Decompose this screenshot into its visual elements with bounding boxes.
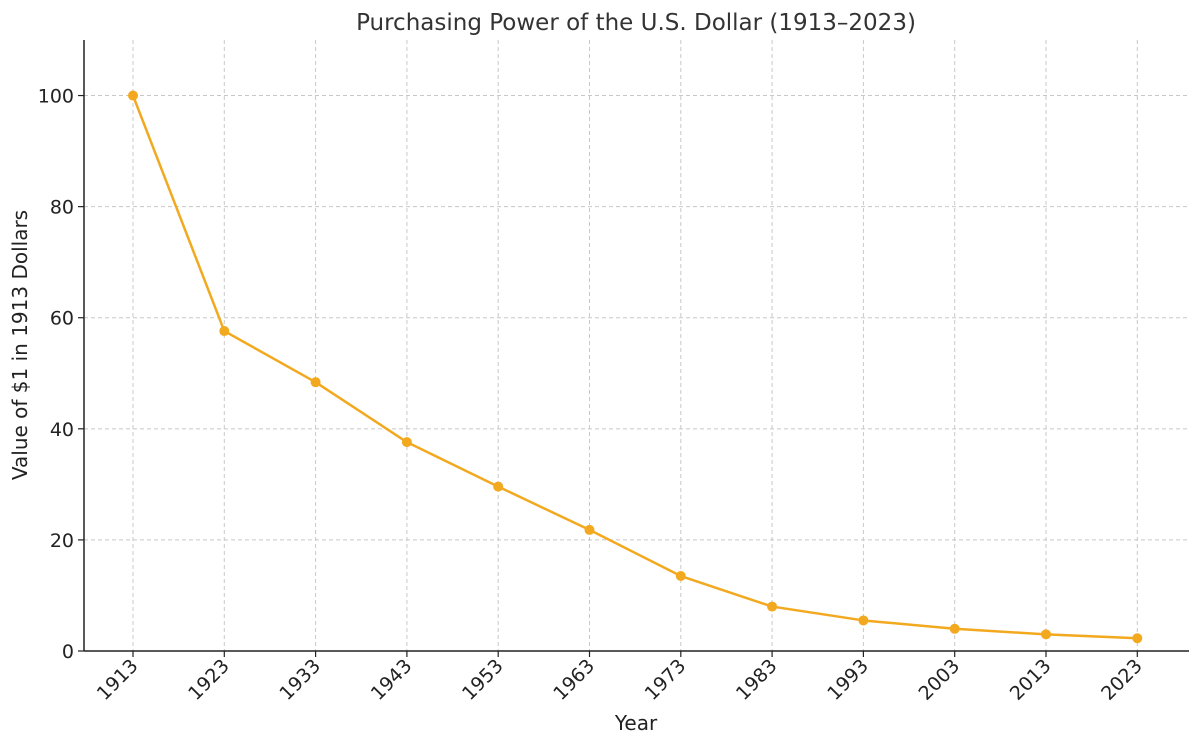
- x-axis-title: Year: [614, 711, 658, 735]
- x-tick-label: 1973: [641, 655, 691, 705]
- data-point[interactable]: [675, 571, 686, 582]
- x-tick-label: 1993: [823, 655, 873, 705]
- y-tick-label: 20: [50, 530, 74, 552]
- data-point[interactable]: [1041, 629, 1051, 640]
- y-tick-label: 80: [50, 197, 74, 219]
- data-point[interactable]: [858, 615, 869, 626]
- x-tick-label: 2013: [1006, 655, 1056, 705]
- data-point[interactable]: [584, 524, 595, 535]
- data-point[interactable]: [401, 437, 412, 448]
- ticks: 0 20 40 60 80 100 1913 1923 1933 1943 1953 1963 1973…: [38, 86, 1147, 705]
- x-tick-label: 1943: [367, 655, 417, 705]
- x-tick-label: 2023: [1097, 655, 1147, 705]
- x-tick-label: 1963: [549, 655, 599, 705]
- data-point[interactable]: [310, 377, 321, 388]
- x-tick-label: 1913: [93, 655, 143, 705]
- data-point[interactable]: [128, 90, 138, 101]
- data-point[interactable]: [949, 623, 960, 634]
- data-point[interactable]: [767, 601, 778, 612]
- x-tick-label: 1933: [275, 655, 325, 705]
- grid: [84, 40, 1189, 652]
- x-tick-label: 1983: [732, 655, 782, 705]
- data-point[interactable]: [219, 326, 230, 337]
- y-axis-title: Value of $1 in 1913 Dollars: [8, 210, 32, 480]
- x-tick-label: 1953: [458, 655, 508, 705]
- axes: [83, 40, 1189, 652]
- x-tick-label: 2003: [914, 655, 964, 705]
- y-tick-label: 60: [50, 308, 74, 330]
- y-tick-label: 100: [38, 86, 74, 108]
- series: [128, 90, 1143, 644]
- data-point[interactable]: [493, 481, 504, 492]
- x-tick-label: 1923: [184, 655, 234, 705]
- data-point[interactable]: [1132, 633, 1143, 644]
- y-tick-label: 0: [62, 641, 74, 663]
- y-tick-label: 40: [50, 419, 74, 441]
- series-line: [131, 95, 1138, 640]
- chart-title: Purchasing Power of the U.S. Dollar (191…: [356, 10, 916, 36]
